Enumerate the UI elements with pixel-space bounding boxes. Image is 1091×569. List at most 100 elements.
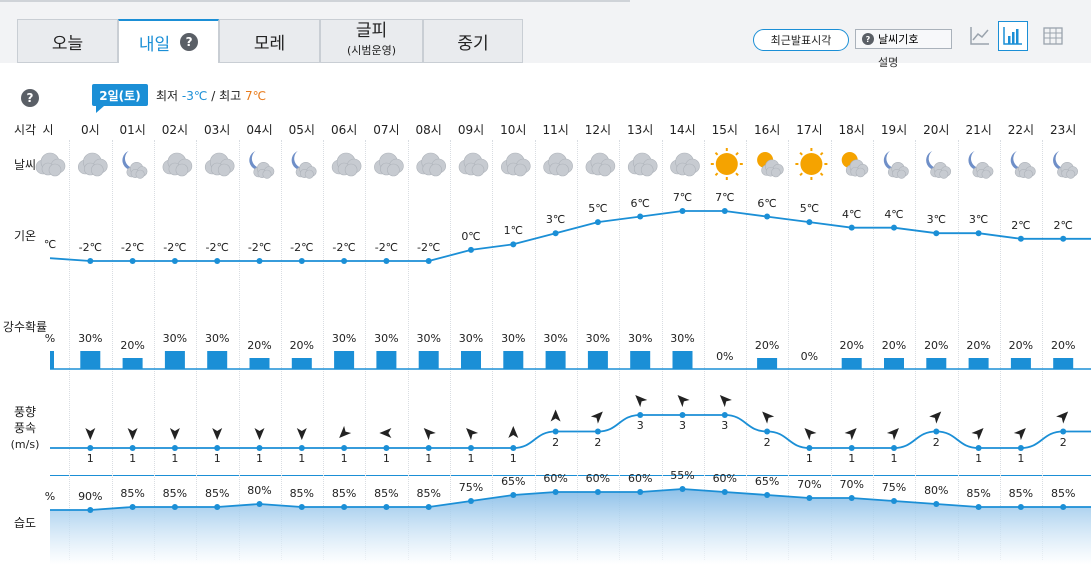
hour-gridline [1042,140,1044,560]
wind-speed-label: 풍속 [13,421,37,435]
temperature-line [49,210,1091,262]
precipitation-bar [587,351,608,369]
wind-speed-value: 2 [594,435,602,449]
partly-sunny-icon [757,152,784,178]
wind-point [764,428,771,435]
hour-gridline [576,140,578,560]
temperature-label: -2℃ [163,241,187,254]
hour-label: 07시 [373,123,400,137]
temperature-label: 6℃ [630,196,650,210]
humidity-point [214,504,221,510]
temperature-point [764,213,771,220]
humidity-label: 85% [331,487,357,500]
temperature-point [806,219,813,226]
humidity-point [1060,504,1067,510]
hour-gridline [873,140,874,560]
help-icon[interactable]: ? [180,33,199,51]
cloudy-icon [374,152,404,177]
tab-two-days-after[interactable]: 글피 (시범운영) [320,19,423,63]
wind-direction-arrow [339,425,352,438]
row-label-wind: 풍향 풍속 (m/s) [0,404,50,453]
tab-tomorrow[interactable]: 내일? [118,19,219,63]
wind-direction-arrow [85,428,96,440]
temperature-label: -2℃ [247,241,272,254]
recent-forecast-button[interactable]: 최근발표시각 [753,29,849,51]
help-icon[interactable]: ? [21,89,39,107]
temperature-point [975,230,982,237]
precipitation-label: 20% [120,339,145,352]
hour-gridline [957,140,959,560]
humidity-point [764,492,771,498]
weather-symbol-label: 날씨기호 [878,33,919,46]
hour-label: 21시 [965,123,992,137]
precipitation-bar [249,358,270,369]
humidity-label: 70% [797,478,822,491]
humidity-label: 65% [501,475,526,488]
precipitation-label: 20% [966,339,991,352]
hour-gridline [365,140,367,560]
line-chart-view-icon[interactable] [965,21,995,51]
precipitation-bar [164,351,185,369]
humidity-label: 85% [162,487,188,500]
wind-speed-value: 2 [1059,435,1067,449]
temperature-label: 1℃ [503,224,523,238]
wind-direction-arrow [423,428,436,441]
temperature-point [129,258,136,264]
wind-speed-value: 1 [171,452,179,465]
sunny-icon [710,148,743,180]
hour-gridline [619,140,621,560]
humidity-point [721,489,728,495]
wind-direction-arrow [590,411,603,424]
temperature-label: -2℃ [290,241,314,254]
humidity-point [256,501,263,507]
wind-direction-arrow [762,411,775,424]
temperature-point [468,246,474,253]
table-view-icon[interactable] [1038,21,1068,51]
sunny-icon [795,148,828,180]
humidity-point [679,486,686,492]
separator: / [211,89,216,103]
temperature-point [721,208,728,214]
wind-point [975,445,982,451]
humidity-label: 65% [754,475,780,488]
hour-label: 06시 [330,123,358,137]
cloud-moon-icon [249,151,275,179]
precipitation-label: 30% [331,332,357,345]
wind-speed-value: 1 [340,452,348,465]
humidity-point [552,489,559,495]
wind-speed-value: 1 [129,452,137,465]
wind-section-divider [50,475,1091,476]
hour-label: 17시 [796,123,823,137]
temperature-label: 5℃ [588,202,608,216]
precipitation-label: 30% [458,332,484,345]
cloud-moon-icon [926,151,952,179]
temperature-point [256,258,263,264]
cloudy-icon [331,152,362,177]
temperature-point [171,258,178,264]
wind-speed-value: 2 [552,435,560,449]
weather-symbol-button[interactable]: ? 날씨기호 [855,29,952,49]
humidity-point [468,498,474,504]
precipitation-label: 30% [374,332,399,345]
tab-mid-term[interactable]: 중기 [423,19,523,63]
row-label-precipitation: 강수확률 [2,320,48,334]
humidity-point [510,492,517,498]
wind-direction-arrow [379,428,392,438]
tab-today[interactable]: 오늘 [17,19,118,63]
temperature-point [510,241,517,248]
wind-point [1060,428,1067,435]
temperature-label: -2℃ [417,241,441,254]
tab-day-after[interactable]: 모레 [219,19,320,63]
hour-gridline [407,140,409,560]
precipitation-bar [672,351,693,369]
hour-gridline [534,140,536,560]
temperature-label: 3℃ [968,213,989,227]
precipitation-bar [1053,358,1074,369]
cloudy-icon [162,152,193,177]
bar-chart-view-icon[interactable] [998,21,1028,51]
precipitation-bar [50,351,54,369]
wind-direction-arrow [508,426,519,438]
hour-gridline [746,140,748,560]
hour-gridline [999,140,1001,560]
temperature-point [1017,235,1024,242]
